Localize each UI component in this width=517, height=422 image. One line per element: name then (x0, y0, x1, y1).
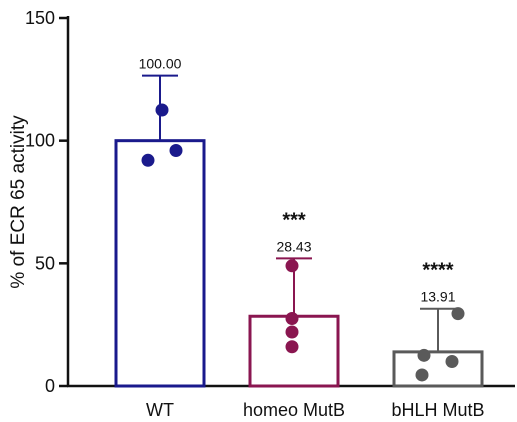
data-point (170, 144, 183, 157)
data-point (286, 259, 299, 272)
data-point (156, 104, 169, 117)
x-tick-label-1: WT (146, 400, 174, 420)
bar-1 (116, 141, 204, 386)
data-point (452, 307, 465, 320)
data-point (286, 312, 299, 325)
data-point (286, 326, 299, 339)
y-tick-label: 150 (25, 8, 55, 28)
y-tick-label: 50 (35, 253, 55, 273)
data-point (416, 368, 429, 381)
bar-3 (394, 352, 482, 386)
y-axis-label: % of ECR 65 activity (8, 115, 29, 289)
data-point (286, 340, 299, 353)
y-tick-label: 100 (25, 131, 55, 151)
data-point (142, 154, 155, 167)
y-tick-label: 0 (45, 376, 55, 396)
data-point (446, 355, 459, 368)
significance-label-3: **** (422, 260, 453, 282)
value-label-3: 13.91 (420, 289, 455, 305)
value-label-2: 28.43 (276, 238, 311, 254)
data-point (418, 349, 431, 362)
significance-label-2: *** (282, 209, 306, 231)
x-tick-label-3: bHLH MutB (391, 400, 484, 420)
value-label-1: 100.00 (139, 56, 182, 72)
x-tick-label-2: homeo MutB (243, 400, 345, 420)
